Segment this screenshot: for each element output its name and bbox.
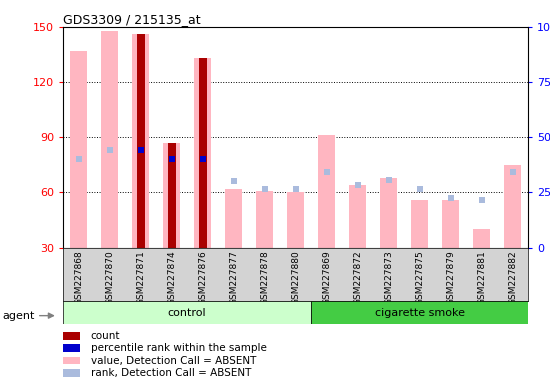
Text: percentile rank within the sample: percentile rank within the sample [91,343,267,353]
Text: GSM227869: GSM227869 [322,250,331,305]
Text: GDS3309 / 215135_at: GDS3309 / 215135_at [63,13,201,26]
Text: value, Detection Call = ABSENT: value, Detection Call = ABSENT [91,356,256,366]
Bar [411,200,428,248]
Text: GSM227879: GSM227879 [446,250,455,305]
Bar [101,31,118,248]
Bar [349,185,366,248]
Bar [225,189,242,248]
Text: GSM227874: GSM227874 [167,250,176,305]
Text: rank, Detection Call = ABSENT: rank, Detection Call = ABSENT [91,368,251,378]
Bar [256,190,273,248]
Text: GSM227881: GSM227881 [477,250,486,305]
Bar [504,165,521,248]
FancyBboxPatch shape [311,301,528,324]
Bar [442,200,459,248]
Text: GSM227870: GSM227870 [105,250,114,305]
Bar [199,58,207,248]
Text: control: control [168,308,206,318]
Text: GSM227878: GSM227878 [260,250,269,305]
Text: GSM227875: GSM227875 [415,250,424,305]
Text: GSM227877: GSM227877 [229,250,238,305]
Text: cigarette smoke: cigarette smoke [375,308,465,318]
Bar [137,34,145,248]
Text: GSM227872: GSM227872 [353,250,362,305]
Text: GSM227876: GSM227876 [198,250,207,305]
Bar [318,136,335,248]
Bar [70,51,87,248]
Bar [163,143,180,248]
FancyBboxPatch shape [63,301,311,324]
Text: agent: agent [3,311,35,321]
Bar [132,34,149,248]
Text: GSM227871: GSM227871 [136,250,145,305]
Bar [473,229,490,248]
Bar [194,58,211,248]
Bar [380,178,397,248]
Text: GSM227868: GSM227868 [74,250,83,305]
Text: GSM227873: GSM227873 [384,250,393,305]
Text: GSM227882: GSM227882 [508,250,517,305]
Bar [287,192,304,248]
Text: GSM227880: GSM227880 [291,250,300,305]
Bar [168,143,175,248]
Text: count: count [91,331,120,341]
